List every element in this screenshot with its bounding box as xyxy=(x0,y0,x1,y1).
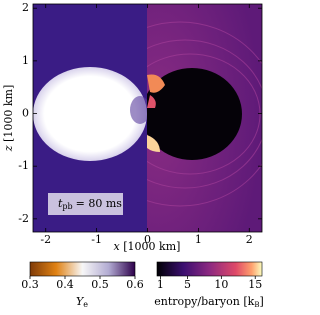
colorbar-tick-label: 1 xyxy=(157,278,164,291)
colorbar-tick-label: 0.5 xyxy=(91,278,109,291)
y-tick-label: -2 xyxy=(18,212,29,225)
colorbar-1-label: entropy/baryon [kB] xyxy=(154,295,264,309)
annotation-var: t xyxy=(58,197,63,210)
x-label-var: x xyxy=(114,240,121,253)
colorbar-tick-label: 0.3 xyxy=(21,278,39,291)
colorbar-tick-label: 0.4 xyxy=(56,278,74,291)
x-tick-label: 2 xyxy=(246,233,253,246)
x-tick-label: 1 xyxy=(195,233,202,246)
colorbar-ye xyxy=(29,261,136,277)
y-tick-label: 2 xyxy=(22,1,29,14)
cb0-label-var: Y xyxy=(76,295,85,308)
cb1-label-text: entropy/baryon [k xyxy=(154,295,254,308)
colorbar-entropy xyxy=(156,261,263,277)
x-axis-label: x [1000 km] xyxy=(114,240,181,253)
cb1-label-sub: B xyxy=(254,301,259,309)
annotation: tpb = 80 ms xyxy=(58,197,122,211)
figure: tpb = 80 ms x [1000 km] z [1000 km] Ye en… xyxy=(2,1,264,309)
y-label-text: [1000 km] xyxy=(2,85,15,142)
x-label-text: [1000 km] xyxy=(123,240,180,253)
colorbar-tick-label: 10 xyxy=(214,278,228,291)
x-tick-label: 0 xyxy=(144,233,151,246)
colorbar-tick-label: 5 xyxy=(184,278,191,291)
field-image xyxy=(33,4,262,232)
cb1-label-end: ] xyxy=(259,295,263,308)
colorbar-0-label: Ye xyxy=(76,295,88,309)
y-axis-label: z [1000 km] xyxy=(2,85,15,152)
x-tick-label: -2 xyxy=(40,233,51,246)
cb0-label-sub: e xyxy=(83,300,88,309)
y-tick-label: 1 xyxy=(22,54,29,67)
x-tick-label: -1 xyxy=(91,233,102,246)
y-tick-label: 0 xyxy=(22,107,29,120)
y-label-var: z xyxy=(2,145,15,152)
colorbar-tick-label: 0.6 xyxy=(126,278,144,291)
y-tick-label: -1 xyxy=(18,159,29,172)
colorbar-tick-label: 15 xyxy=(248,278,262,291)
annotation-sub: pb xyxy=(62,202,72,211)
annotation-text: = 80 ms xyxy=(76,197,123,210)
